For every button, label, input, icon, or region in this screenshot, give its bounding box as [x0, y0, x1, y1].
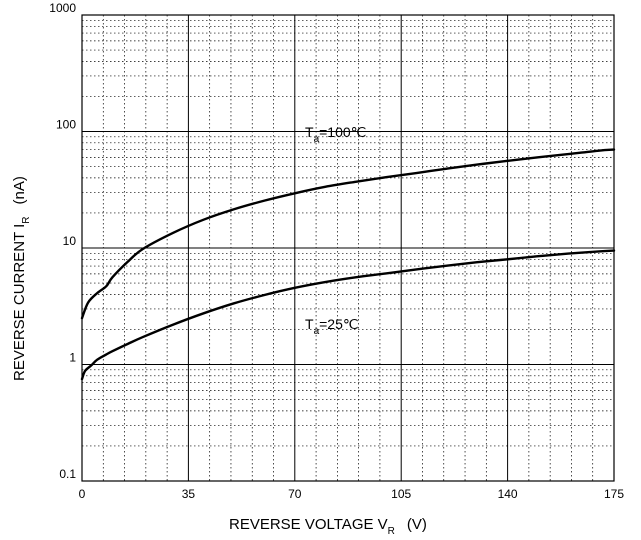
y-tick-label: 1000 [49, 1, 76, 15]
series-curves [80, 148, 616, 381]
plot-frame [81, 14, 615, 482]
series-line-25c [80, 249, 616, 381]
y-tick-labels: 0.1 1 10 100 1000 [49, 1, 76, 481]
minor-gridlines [82, 15, 614, 481]
x-tick-label: 70 [288, 487, 302, 501]
y-tick-label: 1 [69, 351, 76, 365]
x-tick-labels: 0 35 70 105 140 175 [79, 487, 625, 501]
x-tick-label: 105 [391, 487, 411, 501]
x-axis-label: REVERSE VOLTAGE VR (V) [229, 516, 427, 537]
series-label-25c: Ta=25℃ [305, 316, 359, 337]
x-tick-label: 0 [79, 487, 86, 501]
y-tick-label: 100 [56, 118, 76, 132]
series-label-100c: Ta=100℃ [305, 124, 366, 145]
x-tick-label: 175 [604, 487, 624, 501]
y-axis-label: REVERSE CURRENT IR(nA) [11, 176, 32, 381]
y-tick-label: 0.1 [59, 467, 76, 481]
series-line-100c [80, 148, 616, 320]
y-tick-label: 10 [63, 234, 77, 248]
x-tick-label: 35 [182, 487, 196, 501]
x-tick-label: 140 [498, 487, 518, 501]
